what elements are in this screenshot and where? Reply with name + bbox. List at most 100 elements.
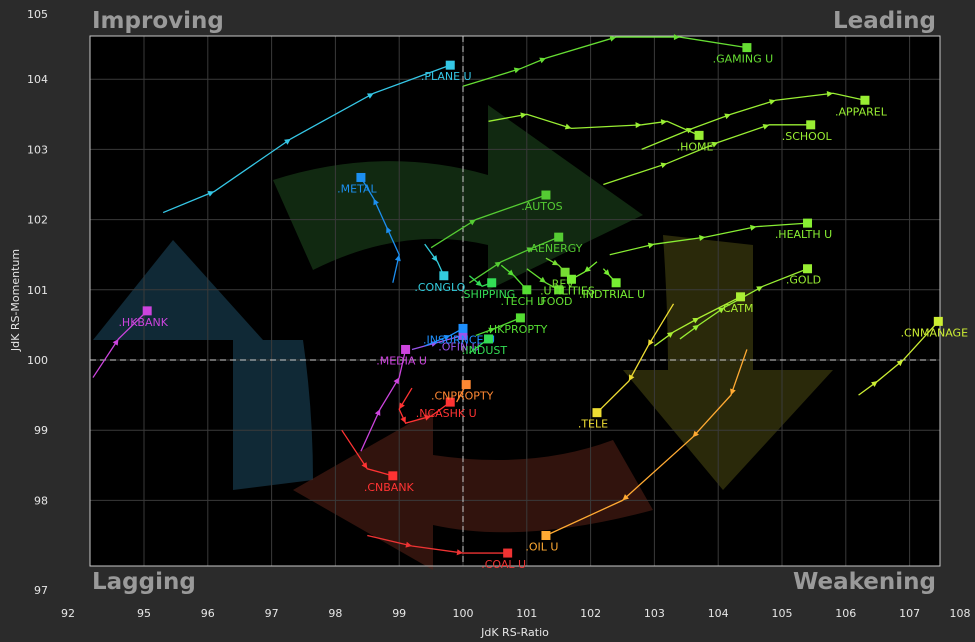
- series-label: .CNPROPTY: [431, 390, 494, 403]
- series-layer: .PLANE U .GAMING U .HOME .APPAREL.SCHOOL .AU…: [92, 34, 968, 571]
- tail-arrowhead: [400, 416, 406, 424]
- tail-arrowhead: [366, 93, 374, 99]
- series-head-marker: [356, 172, 366, 182]
- x-tick-label: 107: [899, 607, 920, 620]
- tail-arrowhead: [756, 286, 763, 292]
- y-tick-label: 104: [27, 73, 48, 86]
- series-head-marker: [439, 271, 449, 281]
- y-tick-label: 99: [34, 424, 48, 437]
- series-tail: .SHIPPING: [460, 275, 515, 301]
- series-tail: .GOLD: [679, 264, 821, 340]
- tail-arrowhead: [456, 549, 463, 556]
- y-tick-label: 102: [27, 214, 48, 227]
- tail-arrowhead: [628, 374, 635, 382]
- tail-arrowhead: [443, 334, 451, 341]
- series-label: .TECH U: [500, 295, 545, 308]
- tail-arrowhead: [717, 307, 725, 314]
- tail-arrowhead: [520, 112, 527, 119]
- tail-arrowhead: [526, 247, 534, 253]
- series-head-marker: [515, 313, 525, 323]
- series-tail: .CNBANK: [341, 429, 415, 494]
- series-label: .CNBANK: [364, 481, 415, 494]
- tail-arrowhead: [762, 123, 770, 130]
- x-tick-label: 95: [137, 607, 151, 620]
- series-head-marker: [554, 232, 564, 242]
- tail-arrowhead: [405, 541, 412, 548]
- series-head-marker: [803, 264, 813, 274]
- tail-arrowhead: [488, 327, 495, 334]
- series-head-marker: [736, 292, 746, 302]
- tail-arrowhead: [768, 99, 776, 105]
- tail-arrowhead: [692, 430, 699, 438]
- tail-arrowhead: [826, 90, 834, 97]
- series-label: .INDTRIAL U: [579, 288, 645, 301]
- tail-arrowhead: [424, 414, 432, 421]
- tail-arrowhead: [635, 122, 642, 129]
- series-head-marker: [611, 278, 621, 288]
- series-label: .COAL U: [481, 558, 526, 571]
- tail-arrowhead: [207, 191, 215, 197]
- series-head-marker: [487, 278, 497, 288]
- series-head-marker: [933, 316, 943, 326]
- tail-arrowhead: [673, 34, 680, 41]
- tail-arrowhead: [513, 67, 521, 74]
- y-axis-ticks: 97 98 99 100 101 102 103 104 105: [27, 8, 48, 597]
- x-tick-label: 101: [516, 607, 537, 620]
- series-tail: .AENERGY: [469, 232, 583, 284]
- series-tail: .FOOD: [526, 268, 573, 308]
- tail-arrowhead: [685, 127, 693, 134]
- series-head-marker: [461, 380, 471, 390]
- series-label: .AENERGY: [527, 242, 583, 255]
- weakening-rotation-arrow: [623, 235, 833, 490]
- series-head-marker: [484, 334, 494, 344]
- series-tail: .CNMANAGE: [858, 316, 968, 396]
- lagging-rotation-arrow: [293, 410, 653, 570]
- series-label: .CONGLO: [414, 281, 465, 294]
- series-tail: .TELE: [578, 303, 675, 431]
- tail-arrowhead: [692, 317, 700, 324]
- x-tick-label: 98: [328, 607, 342, 620]
- series-line: [469, 236, 559, 284]
- series-head-marker: [860, 95, 870, 105]
- series-label: .HKBANK: [118, 316, 168, 329]
- series-line: [462, 36, 748, 87]
- y-tick-label: 97: [34, 584, 48, 597]
- series-tail: .OFIN U: [411, 330, 480, 353]
- x-tick-label: 97: [265, 607, 279, 620]
- series-head-marker: [560, 267, 570, 277]
- quadrant-label-leading: Leading: [833, 8, 936, 34]
- series-tail: .AUTOS: [430, 190, 563, 249]
- series-tail: .HKPROPTY: [475, 313, 548, 337]
- y-tick-label: 105: [27, 8, 48, 21]
- series-label: .METAL: [337, 182, 377, 195]
- series-head-marker: [401, 344, 411, 354]
- series-line: [641, 92, 866, 151]
- series-label: .HKPROPTY: [485, 323, 547, 336]
- x-tick-label: 100: [453, 607, 474, 620]
- tail-arrowhead: [609, 35, 617, 42]
- tail-arrowhead: [361, 462, 368, 469]
- tail-arrowhead: [749, 224, 757, 231]
- series-tail: .METAL: [337, 172, 401, 283]
- series-label: .OFIN U: [438, 340, 480, 353]
- series-head-marker: [445, 60, 455, 70]
- series-tail: .INDTRIAL U: [579, 268, 645, 301]
- series-line: [596, 303, 675, 414]
- tail-arrowhead: [507, 269, 515, 276]
- series-label: .PLANE U: [421, 70, 472, 83]
- series-label: .TELE: [578, 418, 608, 431]
- series-label: .UTILITIES: [540, 284, 595, 297]
- series-tail: .COAL U: [367, 534, 526, 571]
- tail-arrowhead: [539, 276, 546, 283]
- series-head-marker: [742, 43, 752, 53]
- series-tail: .TECH U: [500, 264, 545, 308]
- improving-rotation-arrow: [93, 240, 313, 490]
- series-label: .OIL U: [525, 541, 558, 554]
- series-tail: .CONGLO: [414, 243, 466, 294]
- series-tail: .HKBANK: [92, 306, 169, 378]
- series-label: .HEALTH U: [775, 228, 832, 241]
- tail-arrowhead: [724, 113, 731, 120]
- series-label: .SCHOOL: [782, 130, 833, 143]
- series-label: .INDUST: [462, 344, 507, 357]
